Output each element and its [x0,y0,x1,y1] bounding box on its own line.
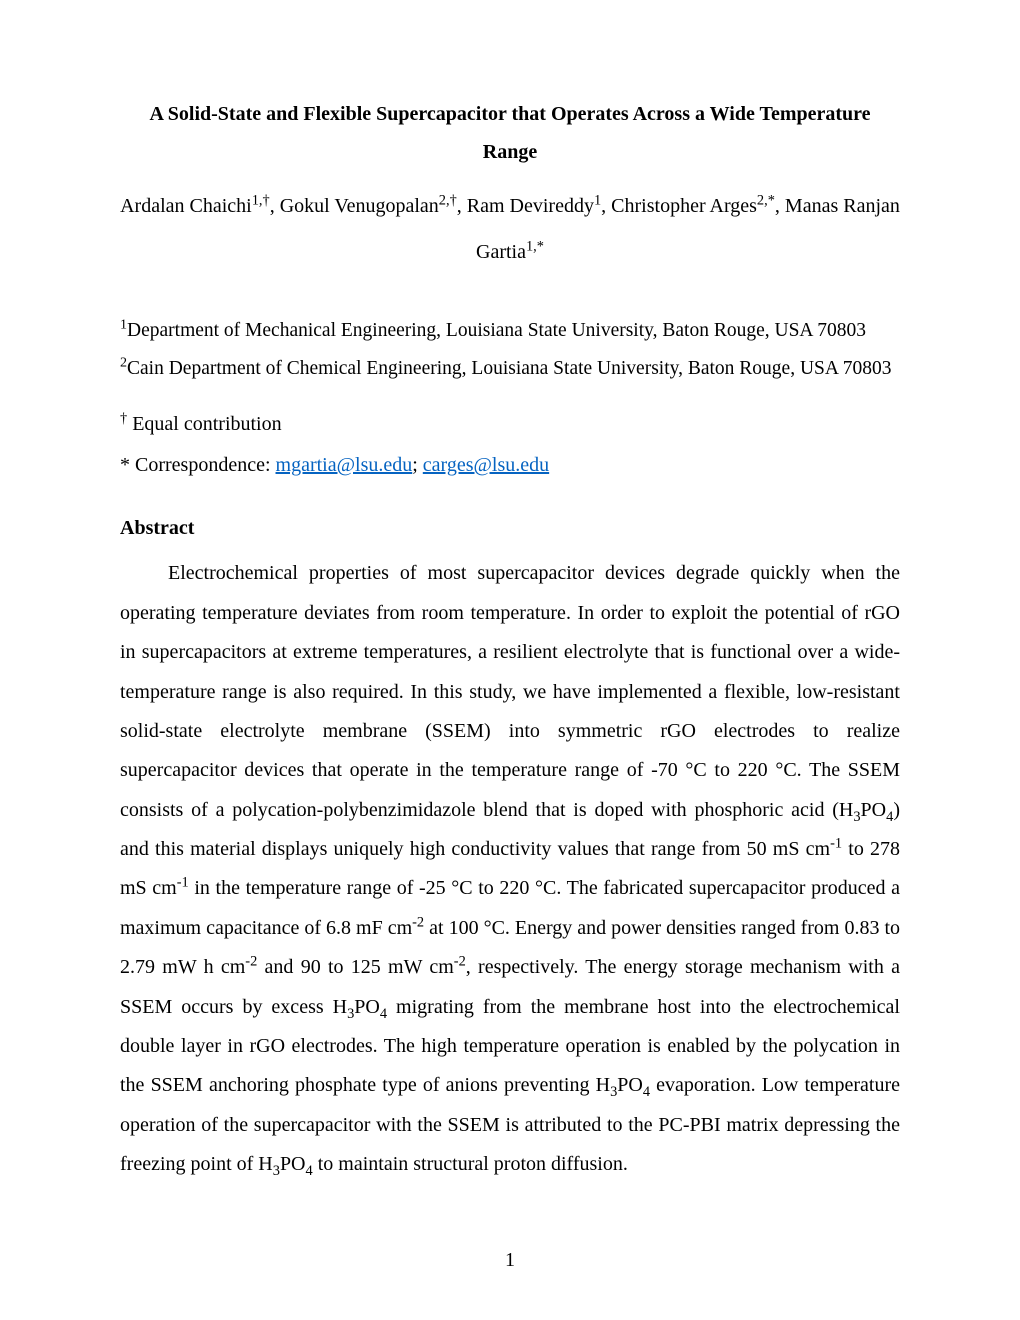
correspondence-email-1[interactable]: mgartia@lsu.edu [276,454,413,476]
affiliation-2: 2Cain Department of Chemical Engineering… [120,353,900,385]
page-number: 1 [0,1249,1020,1272]
affiliation-1: 1Department of Mechanical Engineering, L… [120,315,900,347]
correspondence-label: * Correspondence: [120,454,276,476]
separator: ; [412,454,423,476]
abstract-body: Electrochemical properties of most super… [120,554,900,1184]
equal-contribution-note: † Equal contribution [120,413,900,436]
abstract-heading: Abstract [120,517,900,540]
correspondence-email-2[interactable]: carges@lsu.edu [423,454,549,476]
authors-line: Ardalan Chaichi1,†, Gokul Venugopalan2,†… [120,183,900,275]
paper-title: A Solid-State and Flexible Supercapacito… [120,95,900,171]
correspondence-line: * Correspondence: mgartia@lsu.edu; carge… [120,454,900,477]
